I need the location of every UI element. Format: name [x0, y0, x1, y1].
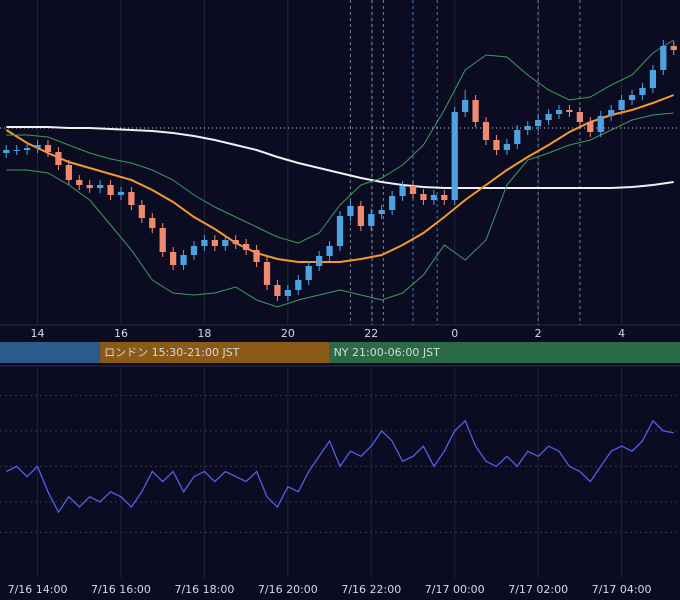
candle-body: [13, 150, 20, 151]
candle-body: [535, 120, 542, 126]
candle-body: [201, 240, 208, 246]
candle-body: [608, 110, 615, 116]
x-tick-label: 20: [281, 327, 295, 340]
candle-body: [23, 148, 31, 150]
candle-body: [305, 266, 312, 280]
session-band: [100, 342, 330, 363]
candle-body: [138, 205, 145, 218]
candle-body: [3, 150, 10, 153]
indicator-panel: [0, 368, 680, 578]
candle-body: [295, 280, 302, 290]
candle-body: [326, 246, 333, 256]
candle-body: [211, 240, 218, 246]
x-tick-label: 7/16 14:00: [8, 583, 68, 596]
candle-body: [514, 130, 521, 144]
candle-body: [180, 255, 187, 265]
candle-body: [357, 206, 364, 226]
indicator-line: [6, 112, 674, 308]
session-bar: ロンドン 15:30-21:00 JST NY 21:00-06:00 JST: [0, 342, 680, 363]
candle-body: [170, 252, 177, 265]
price-panel: [0, 0, 680, 325]
x-tick-label: 7/16 22:00: [341, 583, 401, 596]
x-tick-label: 16: [114, 327, 128, 340]
candle-body: [368, 214, 375, 226]
indicator-line: [5, 94, 675, 263]
candle-body: [76, 180, 83, 185]
indicator-x-axis: 7/16 14:00 7/16 16:00 7/16 18:00 7/16 20:00…: [8, 583, 652, 596]
x-tick-label: 7/17 00:00: [425, 583, 485, 596]
candle-body: [566, 110, 573, 112]
candle-body: [149, 218, 156, 228]
candle-body: [472, 100, 479, 122]
candle-body: [274, 285, 281, 296]
candle-body: [420, 194, 427, 200]
session-label: ロンドン 15:30-21:00 JST: [104, 346, 240, 359]
candle-body: [65, 165, 72, 180]
session-band: [0, 342, 101, 363]
candle-body: [128, 192, 135, 205]
candle-body: [34, 145, 41, 148]
candle-body: [86, 185, 93, 188]
x-tick-label: 7/16 20:00: [258, 583, 318, 596]
candle-body: [232, 240, 239, 244]
candle-body: [430, 195, 437, 200]
session-band: [329, 342, 680, 363]
candle-body: [576, 112, 584, 122]
x-tick-label: 2: [535, 327, 542, 340]
candle-body: [639, 88, 646, 95]
candle-body: [117, 192, 125, 195]
x-tick-label: 14: [31, 327, 45, 340]
candle-body: [628, 95, 636, 100]
candle-body: [524, 126, 531, 130]
session-label: NY 21:00-06:00 JST: [334, 346, 441, 359]
candle-body: [55, 152, 62, 165]
candle-body: [441, 195, 448, 200]
x-tick-label: 7/16 18:00: [174, 583, 234, 596]
candle-body: [399, 186, 406, 196]
candle-body: [587, 122, 594, 132]
candle-body: [347, 206, 354, 216]
candle-body: [451, 112, 458, 200]
indicator-line: [6, 39, 674, 244]
candle-body: [660, 46, 667, 70]
candle-body: [96, 185, 104, 188]
x-tick-label: 18: [197, 327, 211, 340]
candle-body: [253, 250, 260, 262]
candle-body: [316, 256, 323, 266]
candle-body: [284, 290, 291, 296]
candle-body: [263, 262, 271, 285]
candle-body: [389, 196, 396, 210]
x-tick-label: 0: [451, 327, 458, 340]
x-tick-label: 22: [364, 327, 378, 340]
candle-body: [378, 210, 385, 214]
candle-body: [555, 110, 563, 114]
candle-body: [462, 100, 469, 112]
candle-body: [670, 46, 677, 50]
candle-body: [107, 185, 114, 195]
x-tick-label: 4: [618, 327, 625, 340]
candle-body: [222, 240, 229, 246]
candle-body: [482, 122, 490, 140]
candle-body: [618, 100, 625, 110]
candle-body: [159, 228, 166, 252]
candle-body: [503, 144, 510, 150]
candle-body: [409, 186, 417, 194]
x-tick-label: 7/17 04:00: [592, 583, 652, 596]
candle-body: [649, 70, 657, 88]
x-tick-label: 7/17 02:00: [508, 583, 568, 596]
candle-body: [493, 140, 500, 150]
candle-body: [190, 246, 198, 255]
indicator-line: [6, 126, 674, 189]
price-x-axis: 14 16 18 20 22 0 2 4: [31, 327, 626, 340]
candle-body: [243, 244, 250, 250]
oscillator-line: [6, 419, 674, 514]
candle-body: [336, 216, 344, 246]
candle-body: [597, 116, 604, 132]
candle-body: [545, 114, 552, 120]
candle-body: [44, 145, 52, 152]
x-tick-label: 7/16 16:00: [91, 583, 151, 596]
